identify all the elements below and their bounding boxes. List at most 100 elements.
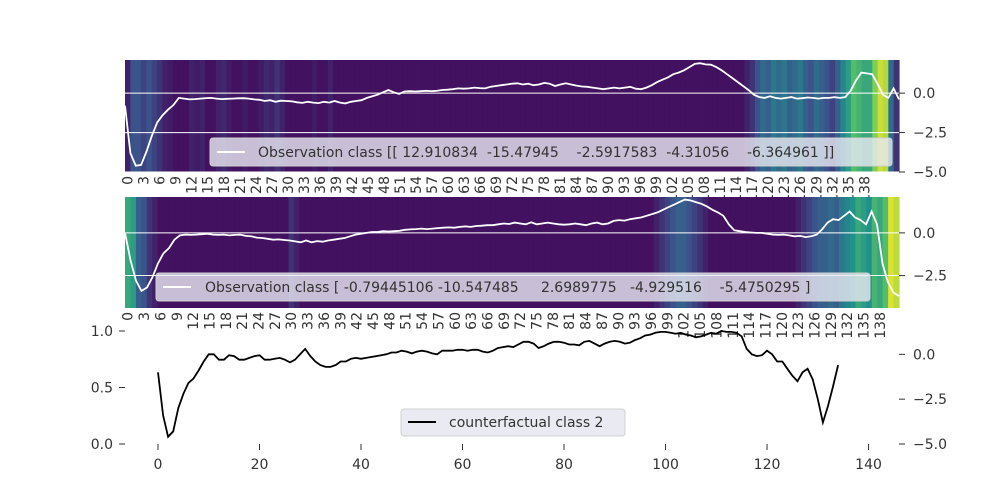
heatmap-cell bbox=[301, 60, 308, 172]
heatmap-cell bbox=[250, 197, 257, 308]
x-tick-label: 66 bbox=[473, 176, 489, 194]
heatmap-cell bbox=[397, 60, 404, 172]
x-tick-label: 66 bbox=[481, 312, 497, 330]
heatmap-cell bbox=[749, 60, 756, 172]
heatmap-cell bbox=[450, 60, 457, 172]
heatmap-cell bbox=[424, 197, 431, 308]
heatmap-cell bbox=[550, 197, 557, 308]
heatmap-cell bbox=[806, 197, 813, 308]
x-tick-label: 87 bbox=[585, 176, 601, 194]
top-legend-box bbox=[209, 137, 893, 167]
heatmap-cell bbox=[445, 60, 452, 172]
heatmap-cell bbox=[402, 60, 409, 172]
heatmap-cell bbox=[834, 60, 841, 172]
heatmap-cell bbox=[845, 60, 852, 172]
heatmap-cell bbox=[512, 197, 519, 308]
x-tick-label: 45 bbox=[361, 176, 377, 194]
heatmap-cell bbox=[255, 197, 262, 308]
heatmap-cell bbox=[544, 197, 551, 308]
heatmap-cell bbox=[304, 197, 311, 308]
heatmap-cell bbox=[514, 60, 521, 172]
heatmap-cell bbox=[697, 197, 704, 308]
heatmap-cell bbox=[642, 197, 649, 308]
heatmap-cell bbox=[789, 197, 797, 308]
heatmap-cell bbox=[829, 60, 836, 172]
y-tick-label: −5.0 bbox=[913, 165, 947, 181]
heatmap-cell bbox=[429, 60, 436, 172]
heatmap-cell bbox=[263, 60, 270, 172]
heatmap-cell bbox=[648, 60, 655, 172]
top-gridlines bbox=[125, 92, 899, 173]
heatmap-cell bbox=[157, 197, 164, 308]
heatmap-cell bbox=[802, 60, 809, 172]
heatmap-cell bbox=[648, 197, 655, 308]
heatmap-cell bbox=[751, 197, 758, 308]
heatmap-cell bbox=[461, 60, 468, 172]
heatmap-cell bbox=[183, 60, 190, 172]
heatmap-cell bbox=[135, 197, 142, 308]
heatmap-cell bbox=[498, 60, 505, 172]
heatmap-cell bbox=[674, 60, 681, 172]
heatmap-cell bbox=[811, 197, 818, 308]
heatmap-cell bbox=[871, 197, 878, 308]
heatmap-cell bbox=[728, 60, 735, 172]
x-tick-label: 93 bbox=[617, 176, 633, 194]
x-tick-label: 0 bbox=[121, 176, 137, 185]
top-legend: Observation class [[ 12.910834 -15.47945… bbox=[209, 137, 893, 167]
x-tick-label: 54 bbox=[409, 176, 425, 194]
heatmap-cell bbox=[151, 60, 158, 172]
heatmap-cell bbox=[413, 60, 420, 172]
heatmap-cell bbox=[266, 197, 273, 308]
heatmap-cell bbox=[471, 60, 478, 172]
x-tick-label: 51 bbox=[393, 176, 409, 194]
heatmap-cell bbox=[621, 197, 628, 308]
heatmap-cell bbox=[719, 197, 726, 308]
heatmap-cell bbox=[856, 60, 863, 172]
heatmap-cell bbox=[274, 60, 281, 172]
top-x-tick-labels: 0 3 6 9 12 15 18 21 24 27 30 33 36 39 42 45 48 51 54 57 60 63… bbox=[121, 176, 874, 203]
heatmap-cell bbox=[744, 60, 751, 172]
right-y-tick-label: −2.5 bbox=[913, 392, 947, 408]
heatmap-cell bbox=[370, 197, 377, 308]
heatmap-cell bbox=[217, 197, 224, 308]
heatmap-cell bbox=[446, 197, 453, 308]
x-tick-label: 120 bbox=[754, 457, 781, 473]
heatmap-cell bbox=[482, 60, 489, 172]
bottom-left-axis-ticks: 0.0 0.5 1.0 bbox=[91, 324, 125, 453]
x-tick-label: 69 bbox=[489, 176, 505, 194]
heatmap-cell bbox=[462, 197, 469, 308]
x-tick-label: 126 bbox=[793, 176, 809, 203]
x-tick-label: 138 bbox=[857, 176, 873, 203]
left-y-tick-label: 0.5 bbox=[91, 381, 113, 397]
heatmap-cell bbox=[338, 60, 345, 172]
heatmap-cell bbox=[653, 60, 660, 172]
middle-x-tick-labels: 0 3 6 9 12 15 18 21 24 27 30 33 36 39 42 45 48 51 54 57 60 63… bbox=[121, 312, 889, 339]
x-tick-label: 123 bbox=[777, 176, 793, 203]
x-tick-label: 30 bbox=[284, 312, 300, 330]
heatmap-cell bbox=[430, 197, 437, 308]
x-tick-label: 24 bbox=[249, 176, 265, 194]
heatmap-cell bbox=[776, 60, 783, 172]
heatmap-cell bbox=[178, 60, 185, 172]
heatmap-cell bbox=[530, 60, 537, 172]
x-tick-label: 42 bbox=[345, 176, 361, 194]
heatmap-cell bbox=[882, 197, 889, 308]
heatmap-cell bbox=[893, 60, 900, 172]
heatmap-cell bbox=[509, 60, 516, 172]
x-tick-label: 108 bbox=[697, 176, 713, 203]
bottom-legend: counterfactual class 2 bbox=[400, 408, 626, 437]
heatmap-cell bbox=[768, 197, 775, 308]
heatmap-cell bbox=[242, 60, 249, 172]
heatmap-cell bbox=[552, 60, 558, 172]
x-tick-label: 105 bbox=[681, 176, 697, 203]
x-tick-label: 105 bbox=[693, 312, 709, 339]
heatmap-cell bbox=[861, 60, 868, 172]
middle-heatmap-cells bbox=[125, 197, 900, 308]
bottom-right-axis-ticks: 0.0 −2.5 −5.0 bbox=[899, 347, 947, 453]
heatmap-cell bbox=[479, 197, 486, 308]
heatmap-cell bbox=[860, 197, 867, 308]
heatmap-cell bbox=[582, 197, 589, 308]
heatmap-cell bbox=[194, 60, 201, 172]
left-y-tick-label: 0.0 bbox=[91, 437, 113, 453]
x-tick-label: 135 bbox=[857, 312, 873, 339]
